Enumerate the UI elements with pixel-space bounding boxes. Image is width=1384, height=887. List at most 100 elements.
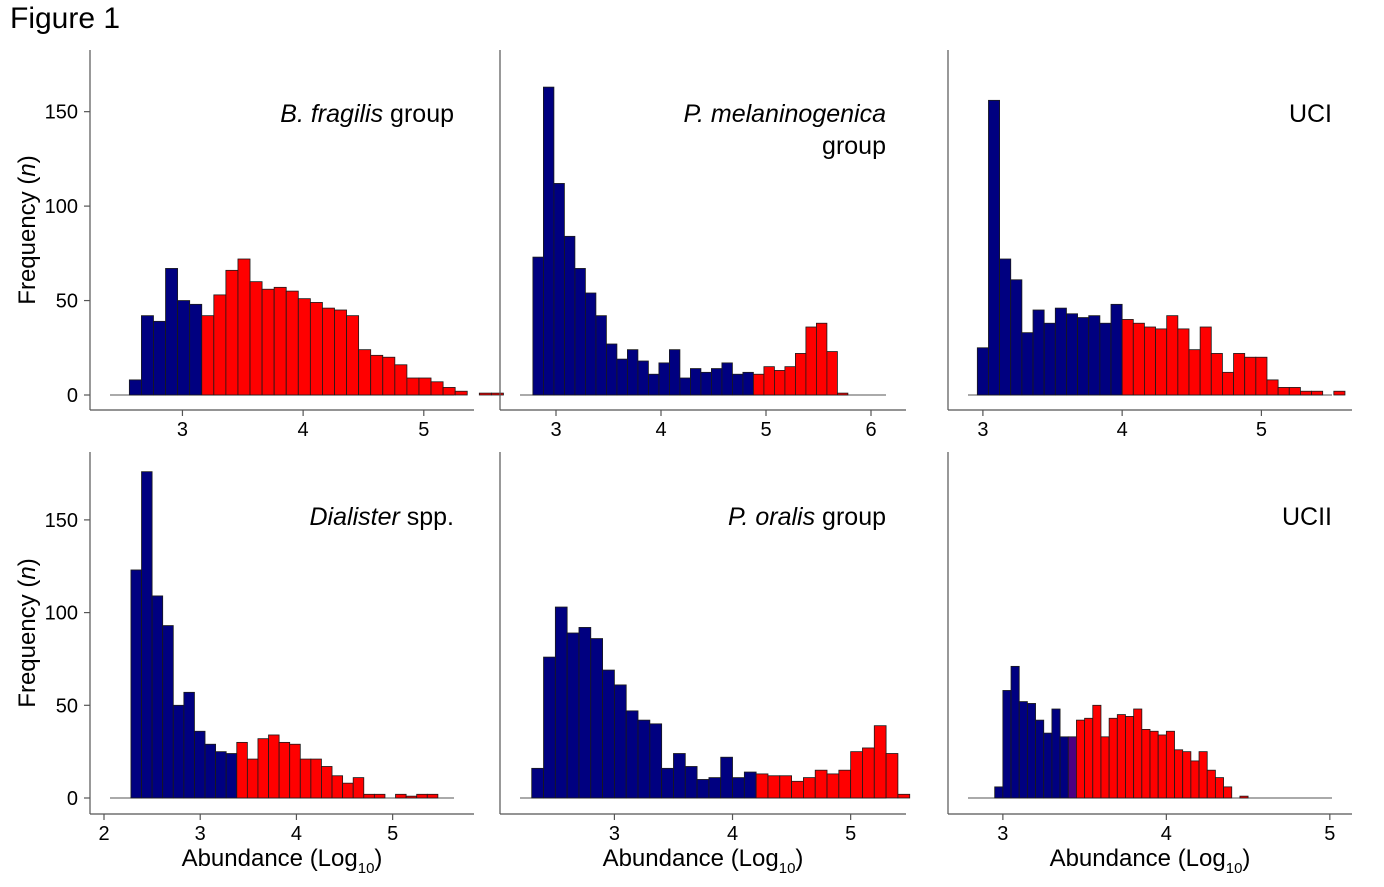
histogram-bar [590,638,603,799]
histogram-bar [1155,328,1168,396]
histogram-bar [201,315,215,396]
histogram-bar [153,320,166,396]
histogram-bar [215,751,227,799]
histogram-bar [331,775,344,799]
histogram-bar [803,777,816,799]
histogram-bar [1021,332,1034,396]
histogram-bar [442,387,456,396]
histogram-bar [637,360,649,396]
histogram-bar [299,758,312,799]
histogram-bar [1174,749,1184,799]
histogram-bar [128,379,142,396]
y-tick-label: 150 [45,510,78,532]
x-title-main: Abundance (Log [182,845,358,872]
y-title-italic: n [14,566,41,579]
histogram-bar [1222,371,1234,396]
histogram-bar [246,758,259,799]
histogram-bar [988,99,1001,396]
histogram-bar [257,738,269,799]
histogram-bar [690,368,702,396]
histogram-bar [1190,760,1200,799]
x-tick-label: 4 [655,419,666,441]
histogram-bar [616,358,628,396]
histogram-bar [162,625,174,799]
panel-label: P. melaninogenica [684,100,887,128]
histogram-bar [273,286,287,396]
x-tick-label: 4 [291,823,302,845]
histogram-bar [1010,665,1020,799]
histogram-bar [1333,390,1346,396]
histogram-bar [532,256,544,396]
histogram-bar [784,366,796,396]
histogram-bar [696,779,710,799]
histogram-bar [490,392,504,396]
histogram-bar [805,326,817,396]
histogram-bar [755,773,769,799]
histogram-bar [346,315,360,396]
x-tick-label: 4 [1117,419,1128,441]
x-tick-label: 5 [418,419,429,441]
histogram-bar [602,669,615,799]
histogram-bar [1199,326,1212,396]
histogram-bar [321,766,333,799]
histogram-bar [1084,717,1094,799]
y-tick-label: 0 [67,788,78,810]
panel-label-italic: P. melaninogenica [684,100,887,128]
histogram-bar [658,362,670,396]
histogram-bar [673,753,686,799]
panel-label-italic: Dialister [310,503,402,531]
panel-label-line2: group [822,132,886,160]
y-title-main: Frequency ( [14,580,41,708]
histogram-bar [261,288,275,396]
panel-label-rest: UCII [1282,503,1332,531]
histogram-bar [684,766,698,799]
histogram-bar [172,704,185,799]
histogram-bar [309,302,323,396]
histogram-bar [708,777,722,799]
histogram-bar [1210,353,1223,396]
histogram-bar [700,371,712,396]
histogram-bar [278,741,291,799]
histogram-bar [543,656,556,799]
histogram-bar [625,710,639,799]
y-title-tail: ) [14,155,41,163]
histogram-bar [1206,769,1216,799]
panel-label-rest: group [383,100,454,128]
histogram-bar [732,373,744,396]
histogram-bar [416,793,428,799]
x-title-main: Abundance (Log [1050,845,1226,872]
histogram-bar [213,294,227,396]
histogram-bar [566,632,580,799]
histogram-bar [204,743,217,799]
histogram-bar [661,767,674,799]
histogram-bar [885,753,899,799]
figure-title: Figure 1 [10,2,121,35]
x-tick-label: 3 [609,823,620,845]
histogram-bar [1066,313,1078,396]
x-tick-label: 2 [98,823,109,845]
histogram-bar [194,730,206,799]
histogram-bar [850,751,863,799]
histogram-bar [165,268,179,396]
histogram-bar [1051,708,1061,799]
x-tick-label: 3 [550,419,561,441]
histogram-bar [669,349,681,396]
histogram-bar [1032,309,1045,396]
panel-label: B. fragilis group [280,100,454,128]
histogram-bar [679,377,691,396]
histogram-bar [1108,717,1118,799]
histogram-bar [1035,719,1045,799]
histogram-bar [1182,751,1192,799]
histogram-bar [289,743,301,799]
x-tick-label: 4 [1161,823,1172,845]
histogram-bar [454,390,468,396]
histogram-bar [1311,390,1324,396]
histogram-bar [1088,315,1101,396]
histogram-bar [595,315,607,396]
histogram-bar [837,392,849,396]
histogram-bar [237,258,251,396]
histogram-bar [637,719,651,799]
y-axis-title: Frequency (n) [14,558,41,707]
